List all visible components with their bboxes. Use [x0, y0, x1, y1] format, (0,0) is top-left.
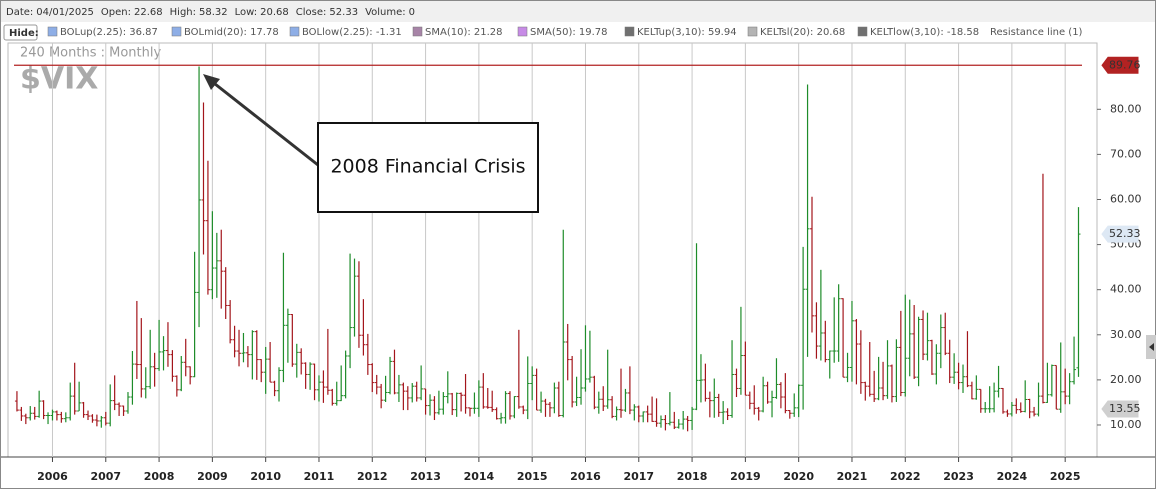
chart-title: $VIX [20, 62, 98, 97]
x-tick-label: 2009 [197, 470, 228, 483]
legend-label: KELTlow(3,10): -18.58 [870, 27, 979, 38]
header-field: 0 [409, 7, 415, 18]
header-field: Volume: [365, 7, 406, 18]
resistance-tag: 89.76 [1109, 58, 1141, 71]
chart-subtitle: 240 Months : Monthly [20, 46, 161, 61]
legend-swatch [289, 26, 300, 37]
x-tick-label: 2010 [250, 470, 281, 483]
x-tick-label: 2011 [304, 470, 335, 483]
header-field: Open: [101, 7, 131, 18]
legend-swatch [747, 26, 758, 37]
annotation-arrow [209, 78, 319, 167]
hide-label[interactable]: Hide: [9, 28, 39, 39]
resistance-tag-box [1101, 56, 1139, 74]
x-tick-label: 2016 [570, 470, 601, 483]
x-tick-label: 2023 [943, 470, 974, 483]
x-tick-label: 2020 [783, 470, 814, 483]
legend-swatch [624, 26, 635, 37]
y-tick-label: 30.00 [1110, 328, 1142, 341]
legend-label: KELTup(3,10): 59.94 [637, 27, 737, 38]
legend-label: SMA(10): 21.28 [425, 27, 503, 38]
x-tick-label: 2022 [890, 470, 921, 483]
last-price-tag-box [1101, 225, 1139, 243]
x-tick-label: 2008 [144, 470, 175, 483]
header-field: Low: [235, 7, 258, 18]
legend-swatch [47, 26, 58, 37]
y-tick-label: 40.00 [1110, 283, 1142, 296]
y-tick-label: 10.00 [1110, 418, 1142, 431]
legend-swatch [171, 26, 182, 37]
x-tick-label: 2019 [730, 470, 761, 483]
annotation-box [317, 122, 539, 213]
indicator-tag-box [1101, 400, 1139, 418]
x-tick-label: 2024 [997, 470, 1028, 483]
header-field: 22.68 [134, 7, 163, 18]
legend-swatch [412, 26, 423, 37]
x-tick-label: 2014 [464, 470, 495, 483]
last-price-tag: 52.33 [1109, 227, 1141, 240]
x-tick-label: 2013 [410, 470, 441, 483]
header-field: 20.68 [260, 7, 289, 18]
header-field: 04/01/2025 [36, 7, 94, 18]
y-tick-label: 80.00 [1110, 102, 1142, 115]
x-tick-label: 2021 [837, 470, 868, 483]
x-tick-label: 2012 [357, 470, 388, 483]
legend-label: Resistance line (1) [990, 27, 1083, 38]
legend-swatch [857, 26, 868, 37]
header-bar [1, 1, 1155, 22]
annotation: 2008 Financial Crisis [330, 156, 525, 178]
hide-button[interactable] [3, 24, 38, 41]
x-tick-label: 2015 [517, 470, 548, 483]
legend-label: BOLup(2.25): 36.87 [60, 27, 158, 38]
x-tick-label: 2018 [677, 470, 708, 483]
legend-swatch [517, 26, 528, 37]
x-tick-label: 2007 [90, 470, 121, 483]
y-tick-label: 70.00 [1110, 147, 1142, 160]
header-field: High: [170, 7, 196, 18]
header-field: Date: [6, 7, 33, 18]
legend-label: BOLlow(2.25): -1.31 [302, 27, 402, 38]
scroll-arrow[interactable] [1149, 343, 1154, 351]
legend-label: BOLmid(20): 17.78 [184, 27, 279, 38]
legend-label: KELTsl(20): 20.68 [760, 27, 845, 38]
x-tick-label: 2017 [623, 470, 654, 483]
x-tick-label: 2025 [1050, 470, 1081, 483]
header-field: 52.33 [329, 7, 358, 18]
header-field: Close: [296, 7, 327, 18]
indicator-tag: 13.55 [1109, 402, 1141, 415]
header-field: 58.32 [199, 7, 228, 18]
x-tick-label: 2006 [37, 470, 68, 483]
legend-label: SMA(50): 19.78 [530, 27, 608, 38]
y-tick-label: 20.00 [1110, 373, 1142, 386]
y-tick-label: 60.00 [1110, 192, 1142, 205]
annotation-arrowhead [203, 74, 220, 90]
